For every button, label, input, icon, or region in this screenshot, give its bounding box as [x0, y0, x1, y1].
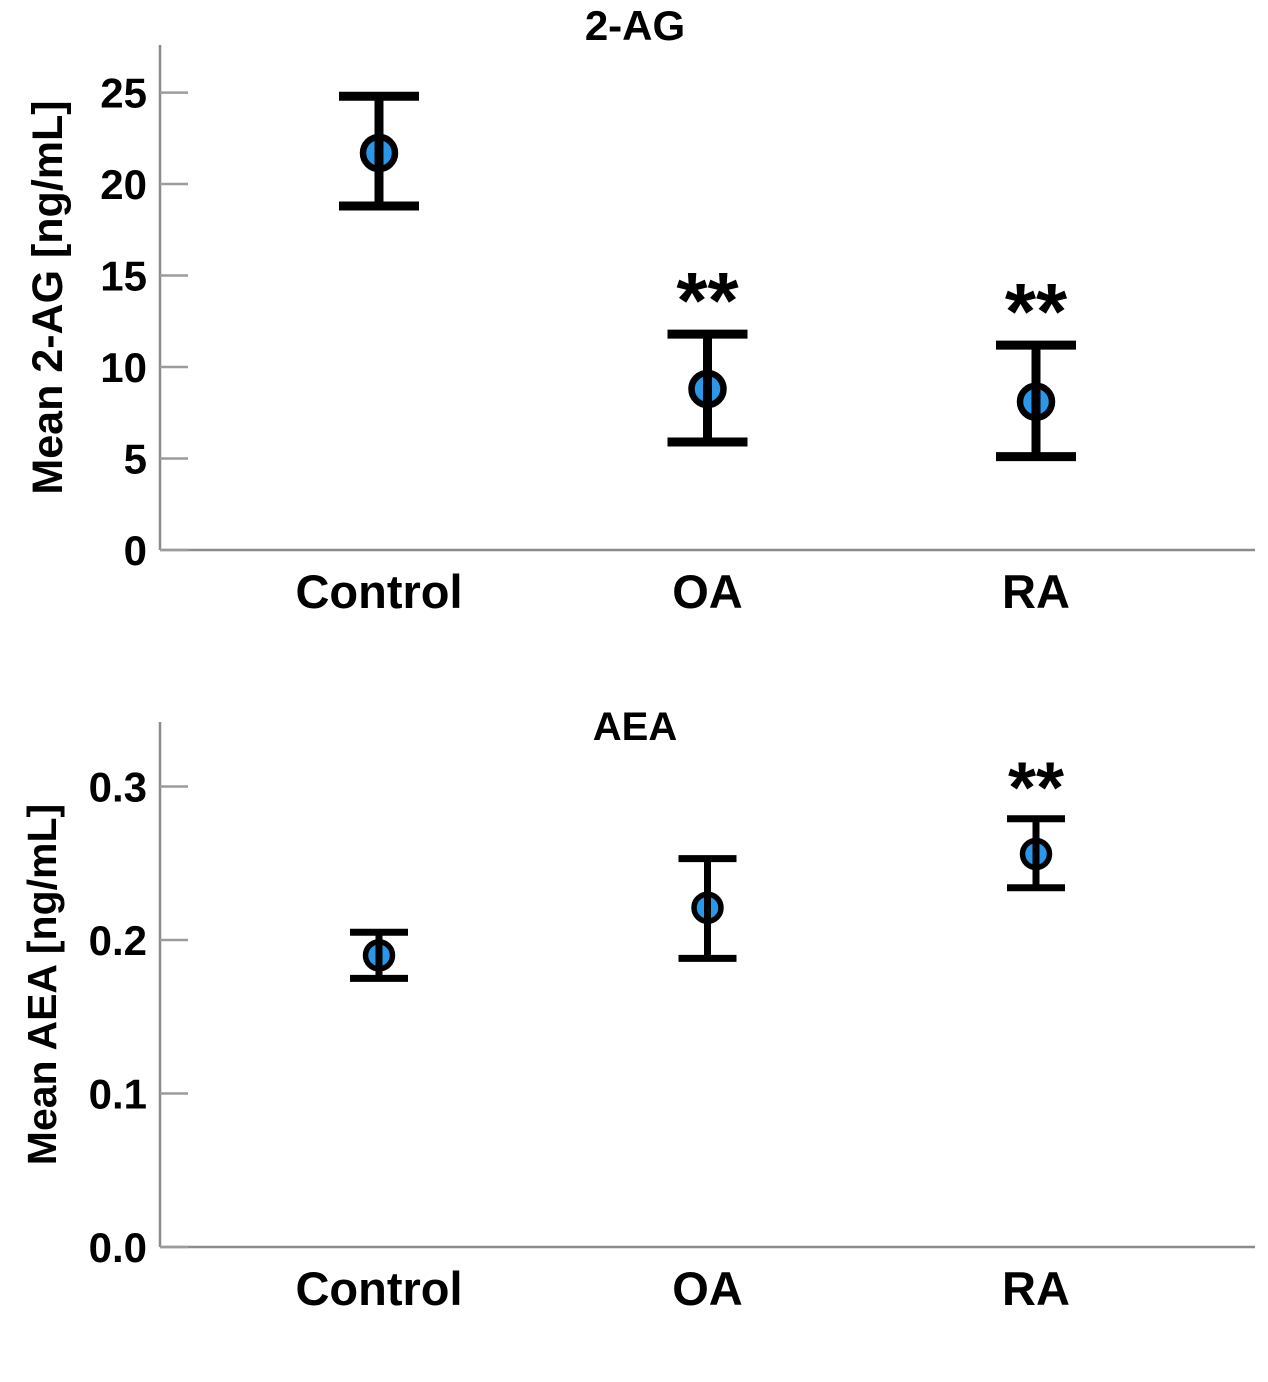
category-label: Control — [295, 565, 462, 618]
category-label: RA — [1002, 1262, 1070, 1315]
category-label: RA — [1002, 565, 1070, 618]
y-tick-label: 0.1 — [89, 1071, 147, 1118]
y-tick-label: 0.3 — [89, 764, 147, 811]
chart-2ag-plot: 2-AG Mean 2-AG [ng/mL] 0 5 10 15 20 25 Control OA… — [24, 2, 1255, 618]
category-label: OA — [672, 1262, 743, 1315]
y-axis-label: Mean 2-AG [ng/mL] — [24, 100, 72, 494]
category-label: OA — [672, 565, 743, 618]
y-tick-label: 25 — [100, 70, 147, 117]
chart-title: 2-AG — [585, 2, 685, 49]
y-tick-label: 0 — [124, 527, 147, 574]
y-tick-label: 0.2 — [89, 917, 147, 964]
y-axis-label: Mean AEA [ng/mL] — [19, 804, 65, 1165]
y-tick-label: 5 — [124, 436, 147, 483]
significance-asterisks: ** — [676, 256, 739, 345]
y-tick-label: 15 — [100, 253, 147, 300]
chart-aea-svg: AEA Mean AEA [ng/mL] 0.0 0.1 0.2 0.3 Control OA… — [19, 705, 1255, 1315]
significance-asterisks: ** — [1005, 267, 1068, 356]
y-tick-label: 20 — [100, 161, 147, 208]
significance-asterisks: ** — [1008, 749, 1064, 829]
category-label: Control — [295, 1262, 462, 1315]
y-tick-label: 0.0 — [89, 1224, 147, 1271]
chart-aea-plot: AEA Mean AEA [ng/mL] 0.0 0.1 0.2 0.3 Control OA… — [19, 705, 1255, 1315]
y-tick-label: 10 — [100, 344, 147, 391]
chart-title: AEA — [593, 705, 677, 749]
chart-aea: AEA Mean AEA [ng/mL] 0.0 0.1 0.2 0.3 Control OA… — [0, 650, 1268, 1382]
chart-2ag: 2-AG Mean 2-AG [ng/mL] 0 5 10 15 20 25 Control OA… — [0, 0, 1268, 655]
chart-2ag-svg: 2-AG Mean 2-AG [ng/mL] 0 5 10 15 20 25 Control OA… — [24, 2, 1255, 618]
